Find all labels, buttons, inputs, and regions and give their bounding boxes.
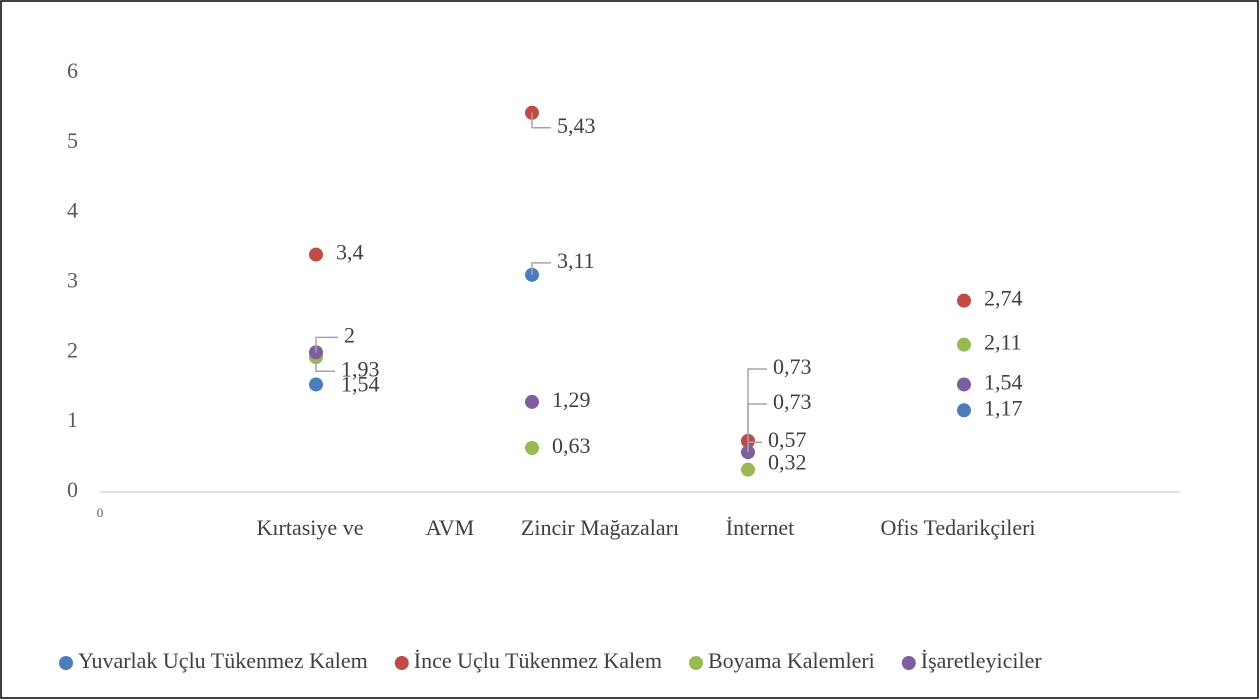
legend-label: Boyama Kalemleri [708, 648, 875, 673]
data-label: 1,29 [552, 387, 591, 412]
point [525, 441, 539, 456]
data-label: 1,93 [341, 356, 380, 381]
x-category-label: İnternet [726, 515, 794, 540]
point [957, 337, 971, 352]
leader-line [315, 336, 338, 353]
legend-label: Yuvarlak Uçlu Tükenmez Kalem [78, 648, 368, 673]
y-tick-label: 0 [67, 477, 78, 502]
data-label: 0,73 [773, 389, 812, 414]
legend-swatch [59, 656, 73, 670]
legend-swatch [689, 656, 703, 670]
leader-line [747, 441, 762, 453]
data-label: 0,57 [768, 427, 807, 452]
y-tick-label: 5 [67, 128, 78, 153]
data-label: 0,63 [552, 433, 591, 458]
data-label: 3,4 [336, 240, 364, 265]
data-label: 1,17 [984, 395, 1023, 420]
leader-line [531, 262, 551, 275]
data-label: 2,74 [984, 286, 1023, 311]
point [741, 462, 755, 477]
data-label: 1,54 [341, 372, 380, 397]
point [957, 403, 971, 418]
x-category-label: Ofis Tedarikçileri [880, 515, 1035, 540]
y-tick-label: 3 [67, 268, 78, 293]
legend-label: İşaretleyiciler [921, 648, 1043, 673]
point [309, 247, 323, 262]
legend-label: İnce Uçlu Tükenmez Kalem [414, 648, 662, 673]
x-category-label: Kırtasiye ve [257, 515, 364, 540]
leader-line [531, 112, 551, 129]
data-label: 1,54 [984, 370, 1023, 395]
x-category-label: Zincir Mağazaları [521, 515, 679, 540]
data-label: 0,73 [773, 354, 812, 379]
point [957, 293, 971, 308]
x-category-label: AVM [426, 515, 475, 540]
data-label: 2,11 [984, 330, 1022, 355]
leader-line [315, 357, 335, 372]
legend-swatch [394, 656, 409, 670]
point [309, 377, 323, 392]
data-label: 5,43 [557, 113, 596, 138]
point [957, 377, 971, 392]
y-tick-label: 4 [67, 198, 78, 223]
x-tick-label: 0 [97, 505, 104, 520]
leader-line [747, 403, 767, 442]
y-tick-label: 6 [67, 58, 78, 83]
y-tick-label: 1 [67, 407, 78, 432]
data-label: 0,32 [768, 450, 807, 475]
data-label: 2 [344, 322, 355, 347]
point [525, 394, 539, 409]
y-tick-label: 2 [67, 337, 78, 362]
legend-swatch [901, 656, 916, 670]
data-label: 3,11 [557, 248, 595, 273]
